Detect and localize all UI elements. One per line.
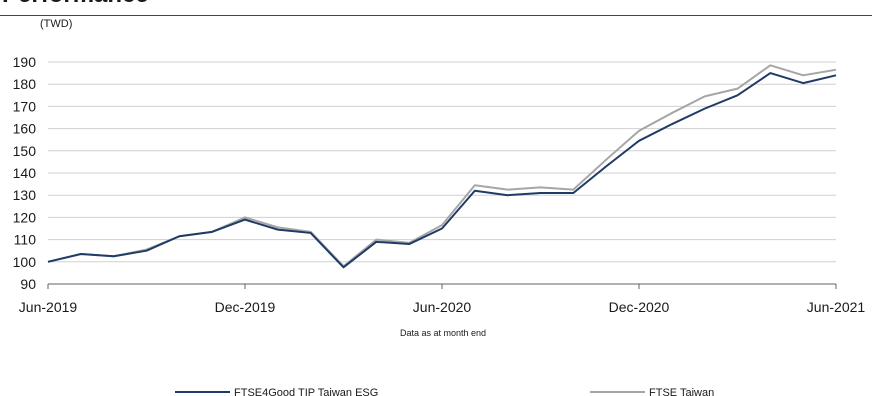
y-tick-label: 180 (13, 76, 37, 92)
y-tick-label: 110 (14, 232, 37, 248)
y-tick-label: 120 (13, 209, 37, 225)
series-line-ftse-taiwan (47, 64, 837, 268)
legend-label: FTSE Taiwan (649, 387, 714, 396)
series-line-ftse4good-tip-taiwan-esg (47, 72, 837, 269)
x-axis-ticks: Jun-2019 Dec-2019 Jun-2020 Dec-2020 Jun-2021 (19, 284, 866, 315)
y-tick-label: 150 (13, 143, 37, 159)
x-tick-label: Jun-2020 (413, 299, 472, 315)
y-tick-label: 100 (13, 254, 37, 270)
y-axis-unit-label: (TWD) (40, 18, 72, 30)
data-note: Data as at month end (400, 328, 486, 338)
x-tick-label: Jun-2019 (19, 299, 78, 315)
y-axis-ticks: 90 100 110 120 130 140 150 160 170 180 190 (13, 54, 37, 292)
y-tick-label: 90 (20, 276, 36, 292)
x-tick-label: Jun-2021 (807, 299, 866, 315)
legend-label: FTSE4Good TIP Taiwan ESG (234, 387, 378, 396)
y-tick-label: 190 (13, 54, 37, 70)
legend: FTSE4Good TIP Taiwan ESG FTSE Taiwan (175, 387, 714, 396)
gridlines (48, 61, 836, 263)
chart-title: Performance (2, 0, 149, 8)
series-lines (47, 64, 837, 269)
y-tick-label: 140 (13, 165, 37, 181)
y-tick-label: 170 (13, 98, 37, 114)
y-tick-label: 160 (13, 121, 37, 137)
x-tick-label: Dec-2019 (215, 299, 276, 315)
x-tick-label: Dec-2020 (609, 299, 670, 315)
y-tick-label: 130 (13, 187, 37, 203)
